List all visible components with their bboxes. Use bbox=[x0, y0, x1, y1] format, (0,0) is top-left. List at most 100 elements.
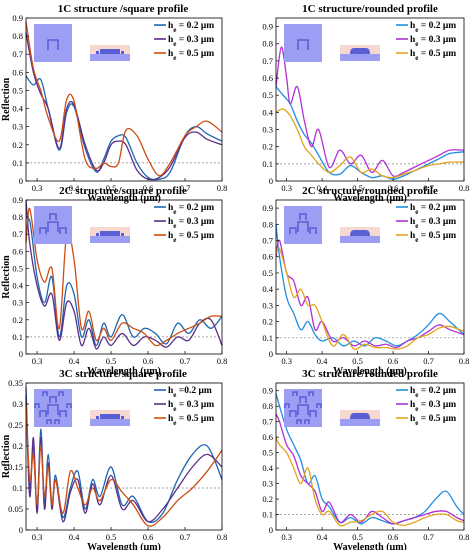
y-tick-label: 0.8 bbox=[262, 39, 273, 49]
series-line-3 bbox=[275, 247, 465, 351]
legend-label: he =0.2 μm bbox=[168, 386, 212, 399]
y-tick-label: 0.4 bbox=[12, 281, 23, 291]
inset-tile bbox=[304, 419, 310, 424]
chart-title: 1C structure/rounded profile bbox=[302, 3, 438, 15]
series-line-3 bbox=[25, 403, 223, 527]
y-tick-label: 0 bbox=[19, 176, 23, 186]
y-tick-label: 0.5 bbox=[262, 90, 273, 100]
x-tick-label: 0.5 bbox=[106, 532, 117, 542]
inset-square-bg bbox=[34, 389, 72, 427]
x-tick-label: 0.3 bbox=[32, 532, 43, 542]
x-tick-label: 0.5 bbox=[106, 183, 117, 193]
inset-section-substrate bbox=[90, 419, 130, 426]
x-axis-label: Wavelength (μm) bbox=[87, 542, 161, 550]
series-line-1 bbox=[25, 218, 223, 347]
legend-label: he = 0.3 μm bbox=[168, 217, 214, 230]
series-line-3 bbox=[25, 207, 223, 347]
x-tick-label: 0.6 bbox=[388, 532, 399, 542]
legend-label: he = 0.3 μm bbox=[410, 35, 456, 48]
inset-tile bbox=[308, 391, 314, 396]
y-tick-label: 0.3 bbox=[262, 300, 273, 310]
x-axis-label: Wavelength (μm) bbox=[333, 193, 407, 204]
inset-tile bbox=[296, 419, 302, 424]
plot-frame bbox=[25, 17, 223, 182]
y-tick-label: 0.5 bbox=[12, 85, 23, 95]
inset-tile bbox=[297, 39, 309, 50]
y-tick-label: 0.4 bbox=[12, 104, 23, 114]
x-tick-label: 0.3 bbox=[32, 356, 43, 366]
y-tick-label: 0.4 bbox=[262, 463, 273, 473]
x-tick-label: 0.8 bbox=[217, 532, 228, 542]
legend-label: he = 0.2 μm bbox=[410, 21, 456, 34]
y-tick-label: 0 bbox=[19, 349, 23, 359]
series-line-2 bbox=[25, 199, 223, 350]
inset-square-bg bbox=[284, 389, 322, 427]
y-tick-label: 0.7 bbox=[12, 49, 23, 59]
inset-tile bbox=[59, 227, 67, 234]
y-tick-label: 0.2 bbox=[262, 494, 273, 504]
legend-label: he = 0.3 μm bbox=[168, 35, 214, 48]
inset-section-step bbox=[121, 51, 124, 54]
y-tick-label: 0.05 bbox=[8, 504, 23, 514]
x-tick-label: 0.7 bbox=[423, 183, 434, 193]
x-tick-label: 0.3 bbox=[281, 183, 292, 193]
inset-tile bbox=[299, 396, 307, 403]
series-line-3 bbox=[275, 436, 465, 527]
x-tick-label: 0.6 bbox=[143, 532, 154, 542]
y-tick-label: 0.15 bbox=[8, 462, 23, 472]
x-tick-label: 0.8 bbox=[217, 356, 228, 366]
series-line-1 bbox=[25, 75, 223, 181]
inset-tile bbox=[39, 410, 47, 417]
x-tick-label: 0.8 bbox=[459, 356, 470, 366]
y-axis-label: Reflection bbox=[1, 255, 12, 299]
y-tick-label: 0.2 bbox=[262, 142, 273, 152]
inset-section-profile bbox=[350, 230, 370, 236]
legend-label: he = 0.5 μm bbox=[410, 414, 456, 427]
legend-label: he = 0.3 μm bbox=[410, 400, 456, 413]
inset-section-step bbox=[121, 416, 124, 419]
x-tick-label: 0.6 bbox=[388, 356, 399, 366]
chart-title: 1C structure /square profile bbox=[58, 3, 189, 15]
y-tick-label: 0.6 bbox=[262, 252, 273, 262]
y-tick-label: 0.1 bbox=[12, 158, 23, 168]
series-line-2 bbox=[275, 413, 465, 525]
y-axis-label: Reflection bbox=[1, 434, 12, 478]
x-tick-label: 0.4 bbox=[69, 532, 80, 542]
y-tick-label: 0.1 bbox=[12, 332, 23, 342]
y-tick-label: 0 bbox=[269, 349, 273, 359]
legend-label: he = 0.2 μm bbox=[410, 386, 456, 399]
chart-panel-5: 3C structure/square profile 0.3 0.4 0.5 0.6 0… bbox=[1, 368, 227, 550]
inset-tile bbox=[58, 391, 64, 396]
y-tick-label: 0.3 bbox=[12, 122, 23, 132]
legend-label: he = 0.3 μm bbox=[168, 400, 214, 413]
legend-label: he = 0.5 μm bbox=[410, 49, 456, 62]
x-tick-label: 0.5 bbox=[352, 532, 363, 542]
inset-tile bbox=[42, 391, 48, 396]
x-tick-label: 0.6 bbox=[143, 183, 154, 193]
inset-section-substrate bbox=[90, 54, 130, 61]
inset-tile bbox=[299, 213, 307, 220]
y-tick-label: 0 bbox=[269, 176, 273, 186]
x-tick-label: 0.4 bbox=[69, 356, 80, 366]
y-tick-label: 0.6 bbox=[262, 432, 273, 442]
y-tick-label: 0.9 bbox=[262, 203, 273, 213]
y-tick-label: 0.3 bbox=[12, 298, 23, 308]
series-line-3 bbox=[275, 108, 465, 179]
inset-tile bbox=[47, 404, 59, 415]
y-tick-label: 0.8 bbox=[12, 31, 23, 41]
x-tick-label: 0.5 bbox=[106, 356, 117, 366]
y-tick-label: 0.9 bbox=[262, 386, 273, 396]
series-line-3 bbox=[25, 21, 223, 177]
x-tick-label: 0.4 bbox=[69, 183, 80, 193]
y-tick-label: 0.6 bbox=[12, 246, 23, 256]
legend-label: he = 0.2 μm bbox=[168, 21, 214, 34]
inset-square-bg bbox=[284, 206, 322, 244]
inset-section-step bbox=[121, 233, 124, 236]
y-tick-label: 0.7 bbox=[12, 229, 23, 239]
chart-panel-2: 1C structure/rounded profile 0.3 0.4 0.5 0.6… bbox=[262, 3, 469, 204]
inset-section-substrate bbox=[90, 236, 130, 243]
y-tick-label: 0.9 bbox=[262, 22, 273, 32]
x-tick-label: 0.8 bbox=[217, 183, 228, 193]
inset-section-substrate bbox=[340, 54, 380, 61]
